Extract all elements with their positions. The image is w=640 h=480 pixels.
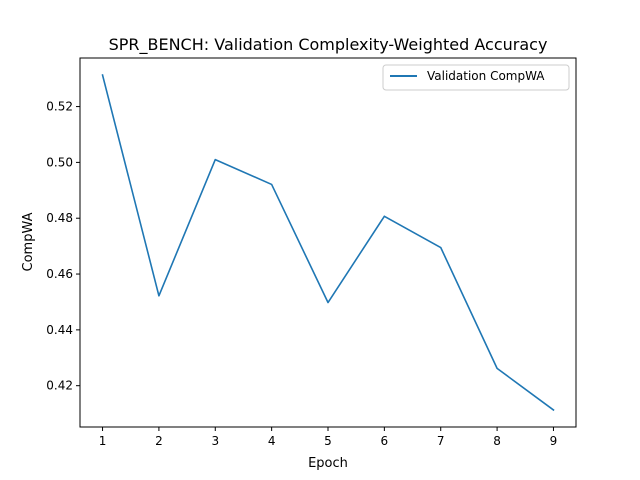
y-axis-ticks: 0.42 0.44 0.46 0.48 0.50 0.52 xyxy=(46,100,80,393)
plot-area-frame xyxy=(79,57,577,428)
x-tick-label: 2 xyxy=(155,434,163,448)
x-axis-label: Epoch xyxy=(308,456,348,471)
chart-title: SPR_BENCH: Validation Complexity-Weighte… xyxy=(109,35,548,55)
x-axis-ticks: 1 2 3 4 5 6 7 8 9 xyxy=(99,427,558,448)
y-tick-label: 0.50 xyxy=(46,155,73,169)
x-tick-label: 9 xyxy=(550,434,558,448)
y-tick-label: 0.46 xyxy=(46,267,73,281)
legend: Validation CompWA xyxy=(382,64,570,91)
y-axis-label: CompWA xyxy=(21,212,36,271)
x-tick-label: 3 xyxy=(211,434,219,448)
y-tick-label: 0.48 xyxy=(46,211,73,225)
x-tick-label: 1 xyxy=(99,434,107,448)
series-layer xyxy=(101,74,555,412)
y-tick-label: 0.52 xyxy=(46,100,73,114)
y-tick-label: 0.42 xyxy=(46,379,73,393)
x-tick-label: 7 xyxy=(437,434,445,448)
x-tick-label: 4 xyxy=(268,434,276,448)
legend-label: Validation CompWA xyxy=(427,69,545,83)
y-tick-label: 0.44 xyxy=(46,323,73,337)
legend-box xyxy=(382,64,570,91)
x-tick-label: 5 xyxy=(324,434,332,448)
x-tick-label: 6 xyxy=(381,434,389,448)
x-tick-label: 8 xyxy=(493,434,501,448)
